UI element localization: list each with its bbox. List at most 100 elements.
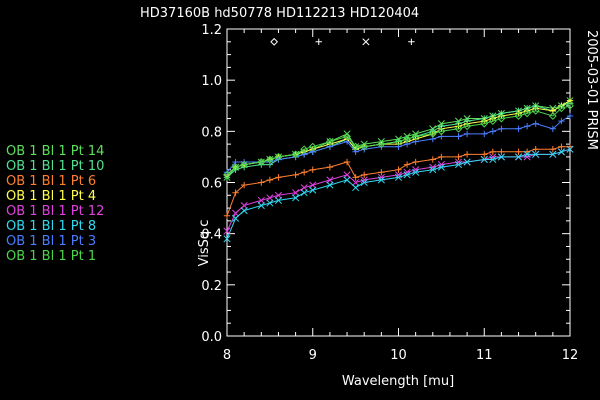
data-point bbox=[240, 181, 248, 189]
y-tick-label: 0.4 bbox=[201, 228, 222, 243]
data-point bbox=[223, 235, 231, 243]
data-point bbox=[292, 171, 299, 179]
data-point bbox=[523, 123, 531, 130]
x-tick-label: 12 bbox=[562, 348, 579, 363]
data-point bbox=[300, 169, 308, 176]
data-point bbox=[378, 169, 385, 176]
legend-entry: OB 1 Bl 1 Pt 4 bbox=[6, 189, 96, 204]
data-point bbox=[343, 132, 351, 141]
data-point bbox=[498, 125, 505, 132]
data-point bbox=[309, 181, 317, 189]
legend-entry: OB 1 Bl 1 Pt 1 bbox=[6, 249, 96, 264]
legend-entry: OB 1 Bl 1 Pt 8 bbox=[6, 219, 96, 234]
data-point bbox=[497, 114, 506, 123]
series-group bbox=[223, 97, 574, 243]
data-point bbox=[257, 201, 265, 210]
y-axis-label: VisSq c bbox=[197, 220, 212, 267]
data-point bbox=[532, 120, 539, 127]
data-point bbox=[523, 109, 532, 118]
data-point bbox=[325, 137, 334, 146]
data-point bbox=[463, 151, 471, 158]
series-line bbox=[226, 148, 571, 239]
data-point bbox=[240, 160, 249, 169]
chart-title: HD37160B hd50778 HD112213 HD120404 bbox=[140, 6, 419, 21]
data-point bbox=[232, 189, 239, 196]
legend-entry: OB 1 Bl 1 Pt 3 bbox=[6, 234, 96, 249]
data-point bbox=[300, 184, 308, 192]
data-point bbox=[377, 176, 385, 184]
target-markers bbox=[270, 37, 415, 46]
data-point bbox=[463, 158, 471, 166]
legend-entry: OB 1 Bl 1 Pt 10 bbox=[6, 159, 104, 174]
data-point bbox=[549, 146, 557, 153]
data-point bbox=[455, 153, 462, 161]
data-point bbox=[266, 194, 274, 202]
data-point bbox=[429, 166, 437, 174]
data-point bbox=[343, 171, 351, 179]
data-point bbox=[309, 166, 316, 173]
data-point bbox=[394, 173, 403, 181]
data-point bbox=[463, 122, 472, 131]
legend-entry: OB 1 Bl 1 Pt 12 bbox=[6, 204, 104, 219]
data-point bbox=[566, 112, 574, 120]
data-point bbox=[514, 112, 523, 120]
data-point bbox=[489, 155, 497, 164]
y-tick-label: 0.0 bbox=[201, 330, 222, 345]
data-point bbox=[514, 153, 523, 161]
data-point bbox=[566, 101, 574, 110]
data-point bbox=[455, 133, 462, 140]
data-point bbox=[412, 168, 420, 176]
data-point bbox=[274, 153, 283, 161]
y-tick-label: 0.6 bbox=[201, 177, 222, 192]
data-point bbox=[309, 186, 317, 194]
data-point bbox=[352, 184, 360, 192]
plot-frame bbox=[226, 28, 571, 337]
data-point bbox=[463, 130, 471, 138]
y-tick-label: 0.2 bbox=[201, 279, 222, 294]
data-point bbox=[548, 112, 557, 120]
x-tick-label: 10 bbox=[390, 348, 407, 363]
data-point bbox=[532, 150, 540, 158]
x-tick-label: 11 bbox=[476, 348, 493, 363]
data-point bbox=[437, 163, 445, 171]
y-tick-label: 1.0 bbox=[201, 74, 222, 89]
data-point bbox=[292, 189, 300, 197]
data-point bbox=[257, 158, 266, 166]
data-point bbox=[403, 171, 411, 179]
data-point bbox=[480, 155, 488, 164]
data-point bbox=[377, 140, 386, 149]
data-point bbox=[300, 189, 308, 197]
data-point bbox=[515, 148, 522, 155]
data-point bbox=[265, 155, 274, 164]
data-point bbox=[523, 150, 531, 158]
date-instrument-label: 2005-03-01 PRISM bbox=[584, 30, 599, 150]
data-point bbox=[497, 153, 505, 161]
data-point bbox=[361, 171, 368, 179]
data-point bbox=[274, 196, 283, 204]
data-point bbox=[488, 117, 497, 126]
x-axis-ticks: 8 9 10 11 12 bbox=[223, 29, 578, 363]
data-point bbox=[232, 214, 240, 222]
series-ob-1-bl-1-pt-6 bbox=[223, 143, 574, 219]
data-point bbox=[454, 124, 463, 133]
data-point bbox=[223, 170, 231, 179]
data-point bbox=[558, 117, 565, 125]
data-point bbox=[291, 150, 300, 159]
data-point bbox=[531, 106, 540, 115]
y-tick-label: 1.2 bbox=[201, 23, 222, 38]
target-marker-plus bbox=[315, 38, 322, 45]
data-point bbox=[498, 148, 505, 155]
target-marker-diamond bbox=[270, 37, 279, 46]
data-point bbox=[266, 176, 274, 184]
data-point bbox=[558, 143, 565, 150]
data-point bbox=[232, 209, 240, 217]
data-point bbox=[403, 161, 411, 168]
x-tick-label: 9 bbox=[309, 348, 317, 363]
data-point bbox=[557, 104, 566, 113]
data-point bbox=[438, 153, 445, 161]
data-point bbox=[481, 130, 488, 138]
data-point bbox=[403, 135, 411, 143]
data-point bbox=[481, 151, 488, 158]
